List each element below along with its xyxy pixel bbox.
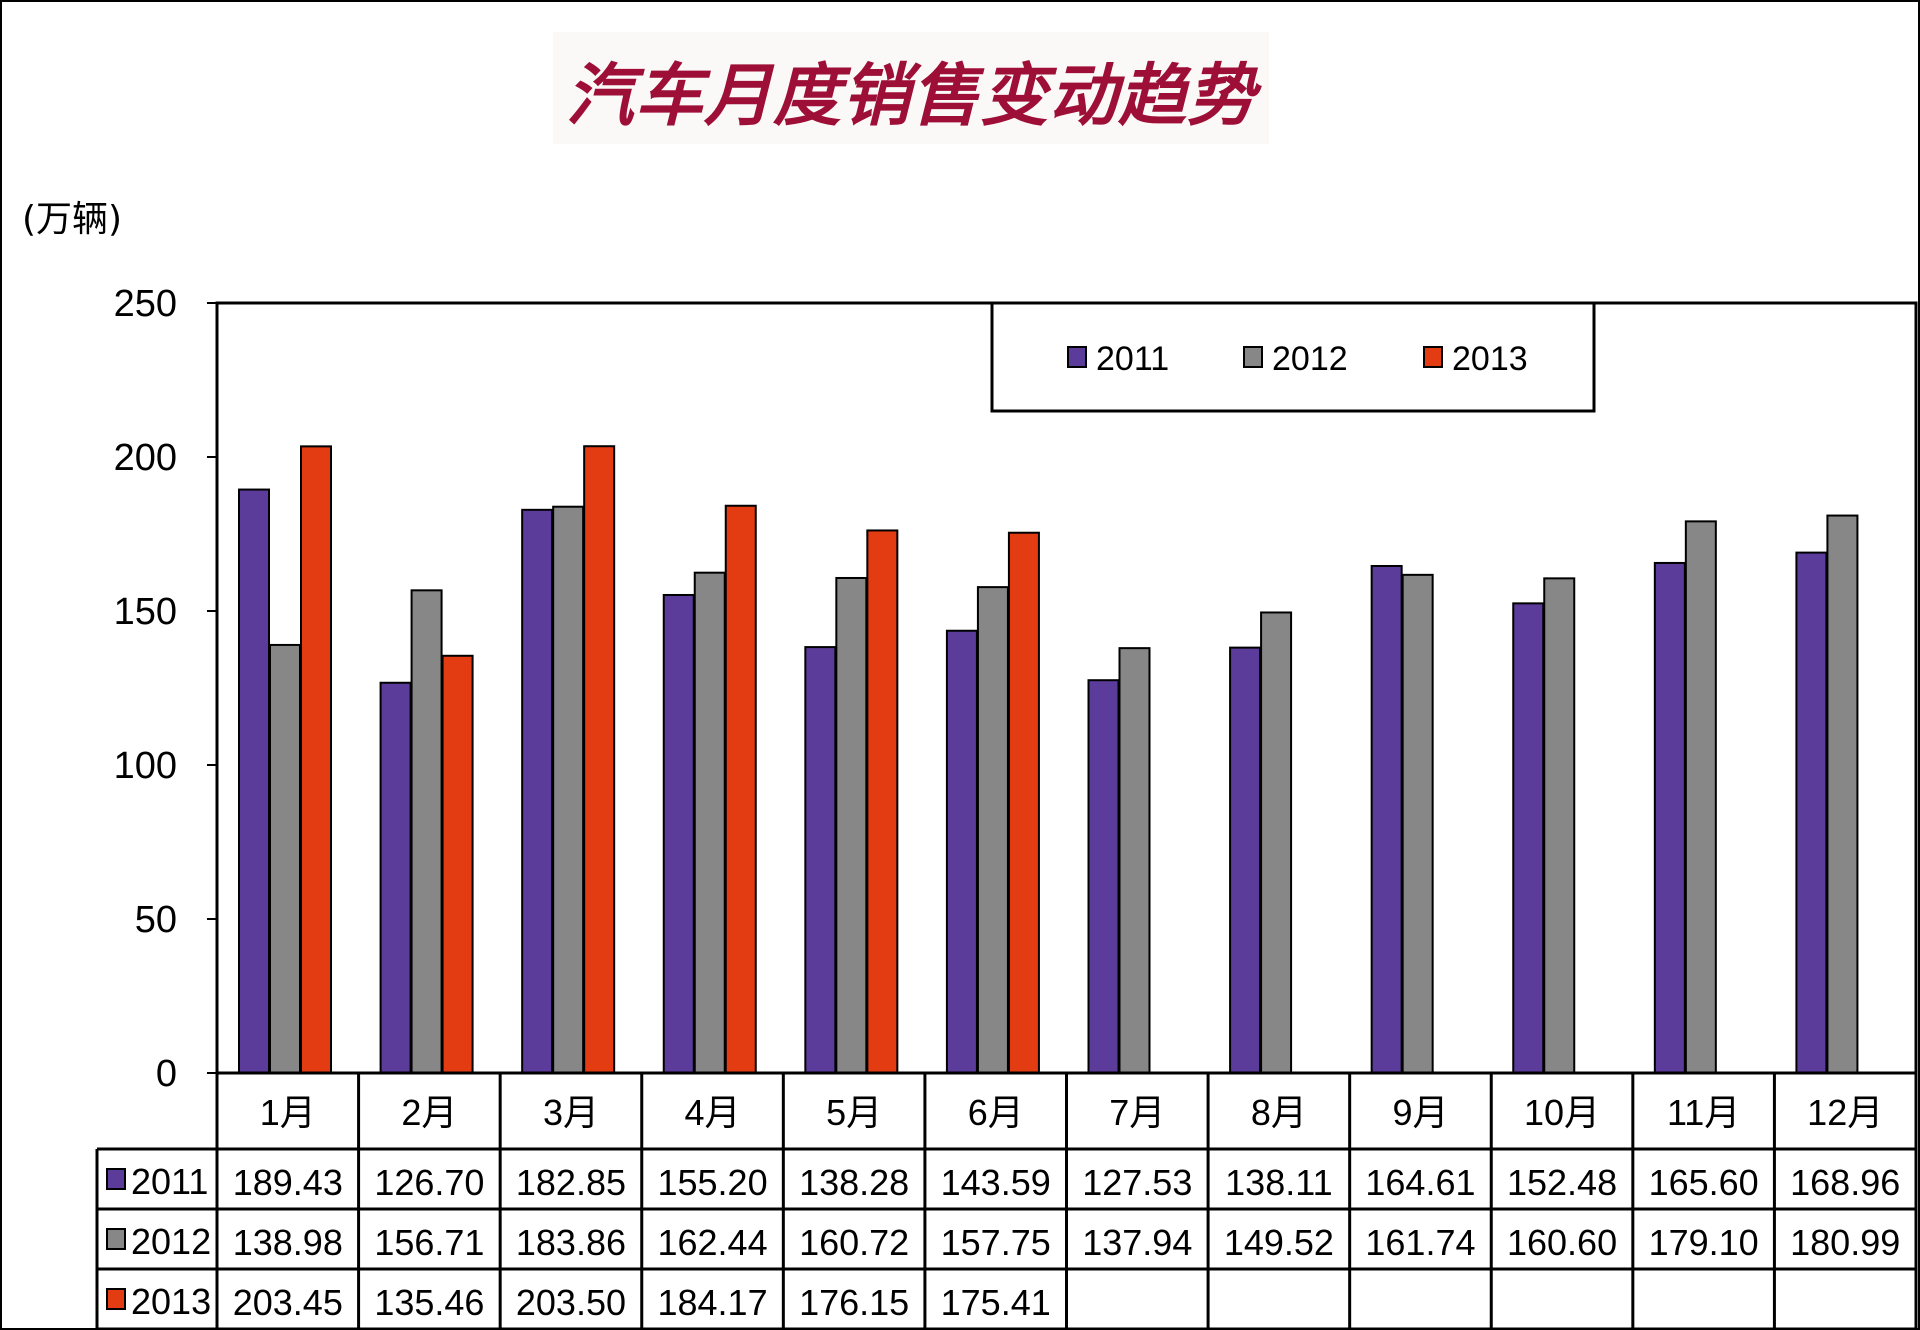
data-label: 155.20: [657, 1162, 767, 1203]
x-tick-label: 6月: [968, 1092, 1024, 1133]
bar-2012-5: [835, 576, 868, 1075]
legend-swatch-2012: [1243, 346, 1263, 368]
x-tick-label: 1月: [260, 1092, 316, 1133]
bar-2012-2: [410, 589, 443, 1074]
bar-2011-2: [379, 681, 412, 1074]
data-label: 138.11: [1225, 1162, 1332, 1203]
data-label: 138.98: [233, 1222, 343, 1263]
data-label: 149.52: [1224, 1222, 1334, 1263]
x-tick-label: 3月: [543, 1092, 599, 1133]
y-tick-label: 250: [114, 283, 177, 325]
data-label: 143.59: [941, 1162, 1051, 1203]
table-series-label: 2012: [131, 1221, 211, 1262]
bar-2011-5: [804, 646, 837, 1074]
bar-2012-10: [1543, 577, 1576, 1074]
data-label: 184.17: [657, 1282, 767, 1323]
y-tick-label: 200: [114, 437, 177, 479]
table-series-label: 2011: [131, 1161, 208, 1202]
data-label: 138.28: [799, 1162, 909, 1203]
y-tick-label: 150: [114, 591, 177, 633]
bar-2012-6: [976, 586, 1009, 1074]
bar-2011-4: [662, 593, 695, 1074]
table-swatch-2012: [106, 1228, 126, 1250]
table-series-label: 2013: [131, 1281, 211, 1322]
table-swatch-2013: [106, 1288, 126, 1310]
data-label: 126.70: [374, 1162, 484, 1203]
table-swatch-2011: [106, 1168, 126, 1190]
data-label: 152.48: [1507, 1162, 1617, 1203]
bar-2011-10: [1512, 602, 1545, 1074]
y-tick-label: 50: [135, 899, 177, 941]
bar-2013-1: [300, 445, 332, 1074]
x-tick-label: 5月: [826, 1092, 882, 1133]
bar-2012-4: [693, 571, 726, 1074]
data-label: 156.71: [374, 1222, 484, 1263]
legend-swatch-2013: [1423, 346, 1443, 368]
data-label: 162.44: [657, 1222, 767, 1263]
data-label: 157.75: [941, 1222, 1051, 1263]
legend-box: [990, 301, 1596, 413]
title-background: [553, 32, 1269, 144]
y-axis-unit-label: (万辆): [22, 199, 123, 240]
bar-2011-11: [1653, 561, 1686, 1075]
data-label: 203.50: [516, 1282, 626, 1323]
bar-2011-8: [1229, 646, 1262, 1075]
data-label: 160.72: [799, 1222, 909, 1263]
data-label: 183.86: [516, 1222, 626, 1263]
bar-2011-9: [1370, 565, 1403, 1075]
data-label: 137.94: [1082, 1222, 1192, 1263]
bar-2012-7: [1118, 647, 1151, 1074]
x-tick-label: 9月: [1392, 1092, 1448, 1133]
bar-2011-12: [1795, 551, 1828, 1074]
data-label: 180.99: [1790, 1222, 1900, 1263]
data-label: 175.41: [941, 1282, 1051, 1323]
x-tick-label: 12月: [1807, 1092, 1883, 1133]
bar-2012-9: [1401, 573, 1434, 1075]
data-label: 176.15: [799, 1282, 909, 1323]
data-label: 164.61: [1365, 1162, 1475, 1203]
data-label: 179.10: [1649, 1222, 1759, 1263]
y-tick-label: 0: [156, 1053, 177, 1095]
bar-2013-5: [866, 529, 899, 1074]
data-label: 135.46: [374, 1282, 484, 1323]
bar-2012-8: [1260, 611, 1293, 1074]
data-label: 203.45: [233, 1282, 343, 1323]
x-tick-label: 10月: [1524, 1092, 1600, 1133]
legend-label-2012: 2012: [1272, 340, 1348, 378]
bar-2012-1: [269, 643, 301, 1074]
bar-2012-12: [1826, 514, 1859, 1074]
bar-2012-11: [1684, 520, 1717, 1074]
legend-label-2011: 2011: [1096, 340, 1169, 378]
legend-swatch-2011: [1067, 346, 1087, 368]
bar-2011-7: [1087, 679, 1120, 1074]
y-tick-label: 100: [114, 745, 177, 787]
legend-label-2013: 2013: [1452, 340, 1528, 378]
data-label: 168.96: [1790, 1162, 1900, 1203]
data-label: 127.53: [1082, 1162, 1192, 1203]
bar-2013-2: [441, 654, 474, 1074]
data-label: 160.60: [1507, 1222, 1617, 1263]
x-tick-label: 8月: [1251, 1092, 1307, 1133]
chart-title: 汽车月度销售变动趋势: [565, 57, 1256, 136]
x-tick-label: 4月: [685, 1092, 741, 1133]
bar-2013-6: [1007, 531, 1040, 1074]
bar-2013-3: [583, 445, 616, 1075]
data-label: 189.43: [233, 1162, 343, 1203]
bar-2011-1: [238, 488, 270, 1074]
x-tick-label: 11月: [1667, 1092, 1740, 1133]
bar-2013-4: [724, 504, 757, 1074]
data-label: 165.60: [1649, 1162, 1759, 1203]
data-label: 182.85: [516, 1162, 626, 1203]
bar-2011-3: [521, 508, 554, 1074]
data-label: 161.74: [1365, 1222, 1475, 1263]
x-tick-label: 2月: [401, 1092, 457, 1133]
bar-2012-3: [552, 505, 585, 1075]
x-tick-label: 7月: [1109, 1092, 1165, 1133]
bar-2011-6: [945, 629, 978, 1074]
